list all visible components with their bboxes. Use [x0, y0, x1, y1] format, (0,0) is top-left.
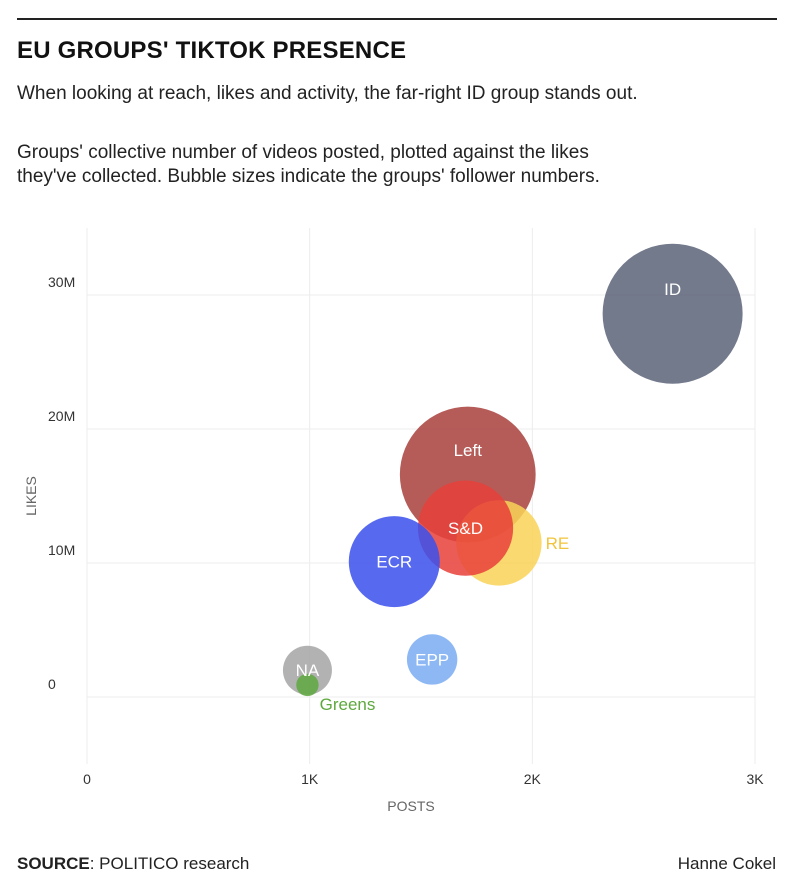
x-tick-label: 2K — [524, 771, 542, 787]
y-tick-label: 20M — [48, 408, 75, 424]
bubble-label-epp: EPP — [415, 650, 449, 669]
x-tick-label: 1K — [301, 771, 319, 787]
y-tick-label: 10M — [48, 542, 75, 558]
chart-title: EU GROUPS' TIKTOK PRESENCE — [17, 37, 407, 64]
bubble-greens — [296, 673, 319, 697]
bubble-label-id: ID — [664, 280, 681, 299]
y-tick-label: 0 — [48, 676, 56, 692]
bubble-label-na: NA — [296, 661, 320, 680]
bubble-label-left: Left — [454, 441, 483, 460]
bubbles — [282, 243, 743, 697]
description-line-2: they've collected. Bubble sizes indicate… — [17, 166, 600, 187]
top-rule — [17, 18, 777, 20]
bubble-label-greens: Greens — [320, 695, 376, 714]
bubble-na — [282, 645, 332, 695]
x-axis-title: POSTS — [387, 798, 434, 814]
y-axis-tick-labels: 0 10M 20M 30M — [48, 274, 75, 692]
description-line-1: Groups' collective number of videos post… — [17, 142, 589, 163]
x-tick-label: 3K — [746, 771, 764, 787]
author-credit: Hanne Cokel — [677, 854, 776, 873]
bubble-label-re: RE — [546, 534, 570, 553]
x-tick-label: 0 — [83, 771, 91, 787]
bubble-label-ecr: ECR — [376, 553, 412, 572]
bubble-label-s-d: S&D — [448, 519, 483, 538]
y-axis-title: LIKES — [23, 476, 39, 516]
source-label: SOURCE — [17, 854, 90, 873]
chart-description: Groups' collective number of videos post… — [17, 141, 777, 189]
source-note: SOURCE: POLITICO research — [17, 854, 249, 874]
bubble-epp — [406, 634, 458, 685]
x-axis-tick-labels: 0 1K 2K 3K — [83, 771, 764, 787]
bubble-s-d — [417, 480, 514, 576]
bubble-id — [602, 243, 743, 384]
y-tick-label: 30M — [48, 274, 75, 290]
source-text: : POLITICO research — [89, 854, 250, 873]
chart-subtitle: When looking at reach, likes and activit… — [17, 83, 638, 104]
bubble-ecr — [348, 516, 440, 608]
